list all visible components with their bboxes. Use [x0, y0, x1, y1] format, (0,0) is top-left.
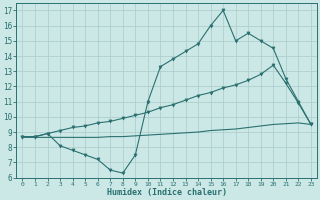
X-axis label: Humidex (Indice chaleur): Humidex (Indice chaleur): [107, 188, 227, 197]
